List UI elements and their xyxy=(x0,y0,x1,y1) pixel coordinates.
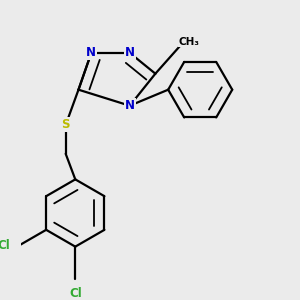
Text: N: N xyxy=(125,99,135,112)
Text: N: N xyxy=(86,46,96,59)
Text: Cl: Cl xyxy=(0,239,11,252)
Text: Cl: Cl xyxy=(69,287,82,300)
Text: CH₃: CH₃ xyxy=(178,37,200,46)
Text: S: S xyxy=(61,118,70,131)
Text: N: N xyxy=(125,46,135,59)
